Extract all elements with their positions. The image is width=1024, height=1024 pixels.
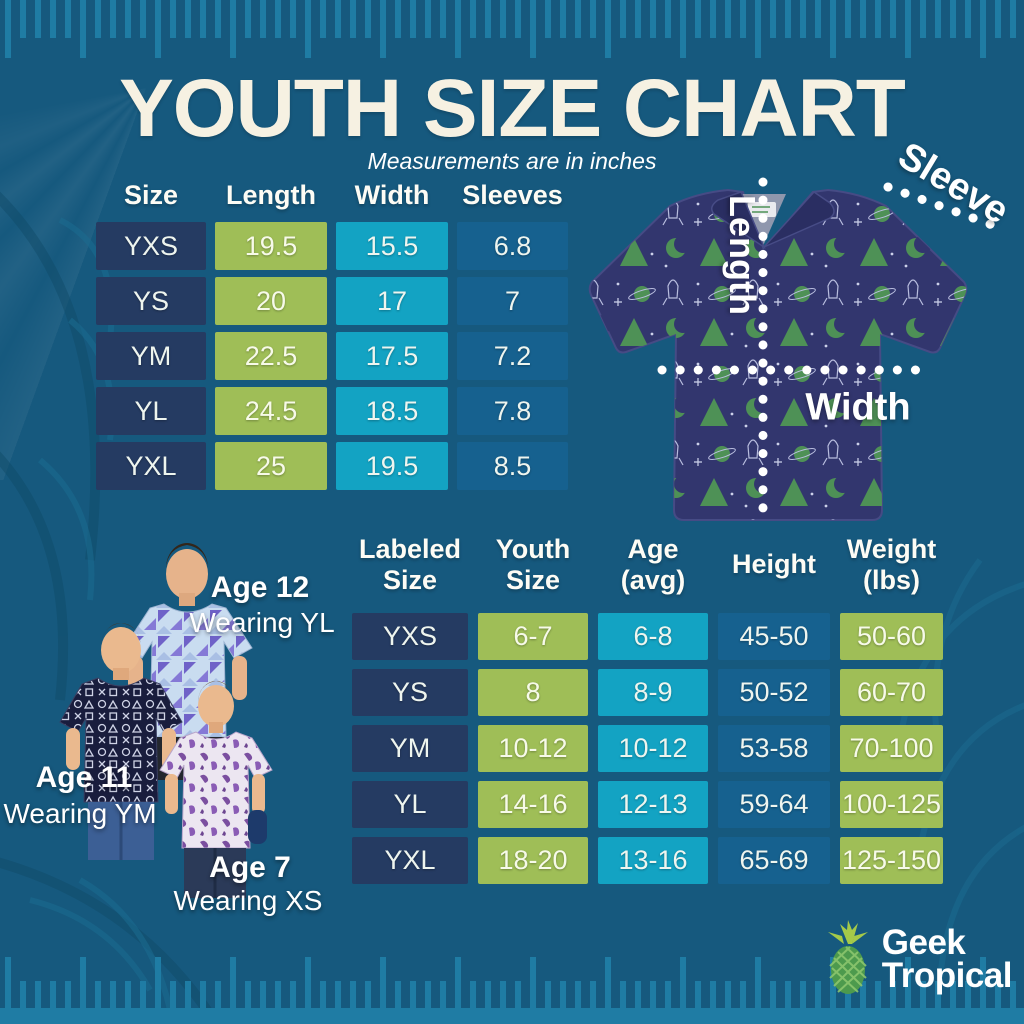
age-cell: 8-9 [598, 669, 708, 716]
size-cell: YM [96, 332, 206, 380]
labeled-size-cell: YXS [352, 613, 468, 660]
length-cell: 20 [215, 277, 327, 325]
width-cell: 18.5 [336, 387, 448, 435]
size-table-header-length: Length [226, 180, 316, 211]
kid-models-photo-group [0, 530, 340, 930]
age-cell: 6-8 [598, 613, 708, 660]
height-cell: 50-52 [718, 669, 830, 716]
size-cell: YL [96, 387, 206, 435]
weight-cell: 60-70 [840, 669, 943, 716]
size-cell: YXL [96, 442, 206, 490]
height-cell: 53-58 [718, 725, 830, 772]
labeled-size-cell: YXL [352, 837, 468, 884]
weight-cell: 100-125 [840, 781, 943, 828]
age-cell: 10-12 [598, 725, 708, 772]
top-ruler-major-ticks [0, 0, 1024, 58]
shirt-collar [711, 191, 766, 249]
weight-cell: 50-60 [840, 613, 943, 660]
model-wearing-label: Wearing YM [3, 798, 157, 829]
youth-size-cell: 14-16 [478, 781, 588, 828]
sleeves-cell: 7.2 [457, 332, 568, 380]
width-cell: 17.5 [336, 332, 448, 380]
brand-name-line1: Geek [881, 922, 966, 962]
youth-size-cell: 6-7 [478, 613, 588, 660]
model-age-label: Age 7 [209, 851, 291, 884]
youth-size-cell: 18-20 [478, 837, 588, 884]
page-subtitle: Measurements are in inches [367, 148, 657, 174]
height-cell: 45-50 [718, 613, 830, 660]
model-wearing-label: Wearing XS [173, 885, 323, 916]
length-cell: 24.5 [215, 387, 327, 435]
kid-models-illustration [59, 543, 273, 898]
kid-model-age-7 [159, 681, 273, 898]
sleeves-cell: 7 [457, 277, 568, 325]
sleeves-cell: 8.5 [457, 442, 568, 490]
fit-table-header-height: Height [732, 549, 816, 580]
fit-table-header-weight: Weight (lbs) [846, 533, 937, 595]
page-title: YOUTH SIZE CHART [119, 63, 906, 154]
model-wearing-label: Wearing YL [189, 607, 335, 638]
youth-size-cell: 10-12 [478, 725, 588, 772]
height-cell: 59-64 [718, 781, 830, 828]
width-cell: 17 [336, 277, 448, 325]
height-cell: 65-69 [718, 837, 830, 884]
length-diagram-label: Length [722, 195, 763, 315]
age-cell: 12-13 [598, 781, 708, 828]
shirt-measurement-diagram [578, 152, 1014, 538]
width-cell: 15.5 [336, 222, 448, 270]
length-cell: 25 [215, 442, 327, 490]
size-cell: YXS [96, 222, 206, 270]
size-measurements-table: Size Length Width Sleeves YXS 19.5 15.5 … [96, 180, 568, 490]
size-table-header-size: Size [123, 180, 179, 211]
sleeves-cell: 7.8 [457, 387, 568, 435]
bottom-ruler-bar [0, 1008, 1024, 1024]
youth-size-cell: 8 [478, 669, 588, 716]
size-cell: YS [96, 277, 206, 325]
sleeve-dotted-line [883, 182, 1011, 235]
fit-guide-table: Labeled Size Youth Size Age (avg) Height… [352, 528, 943, 884]
model-age-label: Age 11 [35, 761, 133, 794]
model-age-label: Age 12 [210, 571, 310, 604]
sleeves-cell: 6.8 [457, 222, 568, 270]
top-ruler-minor-ticks [0, 0, 1024, 38]
weight-cell: 125-150 [840, 837, 943, 884]
pineapple-icon [827, 920, 868, 994]
weight-cell: 70-100 [840, 725, 943, 772]
kid-model-age-11 [59, 623, 183, 860]
length-cell: 22.5 [215, 332, 327, 380]
brand-logo: Geek Tropical [820, 920, 1013, 998]
labeled-size-cell: YS [352, 669, 468, 716]
shirt-illustration [588, 177, 1011, 521]
size-table-header-sleeves: Sleeves [462, 180, 563, 211]
width-cell: 19.5 [336, 442, 448, 490]
fit-table-header-labeled-size: Labeled Size [358, 533, 462, 595]
fit-table-header-age: Age (avg) [620, 533, 686, 595]
age-cell: 13-16 [598, 837, 708, 884]
fit-table-header-youth-size: Youth Size [495, 533, 571, 595]
labeled-size-cell: YL [352, 781, 468, 828]
brand-name-line2: Tropical [881, 956, 1013, 995]
length-cell: 19.5 [215, 222, 327, 270]
width-diagram-label: Width [805, 386, 911, 429]
labeled-size-cell: YM [352, 725, 468, 772]
size-table-header-width: Width [354, 180, 430, 211]
